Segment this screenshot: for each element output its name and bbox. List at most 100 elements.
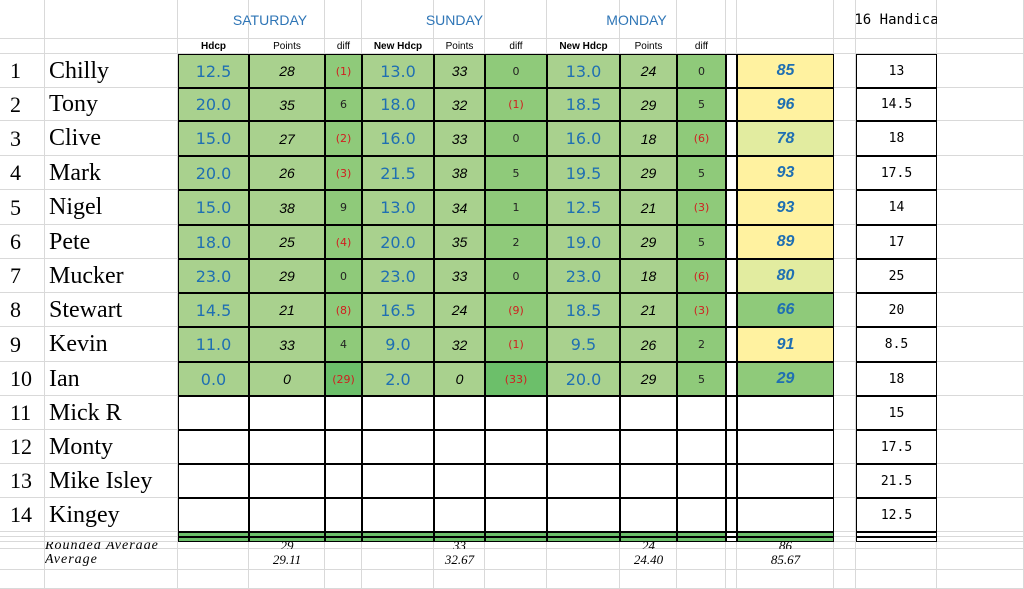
empty-cell[interactable] (620, 498, 677, 532)
grid-cell[interactable] (249, 549, 325, 570)
handicap-cell[interactable]: 11.0 (178, 327, 249, 362)
grid-cell[interactable] (45, 532, 178, 537)
grid-cell[interactable] (834, 54, 856, 88)
points-cell[interactable]: 29 (620, 156, 677, 190)
handicap-2016-cell[interactable]: 21.5 (856, 464, 937, 498)
column-header[interactable]: Hdcp (201, 41, 226, 52)
column-header[interactable]: Points (634, 41, 663, 52)
grid-cell[interactable] (856, 570, 937, 589)
points-cell[interactable]: 32 (434, 327, 485, 362)
grid-cell[interactable] (937, 259, 1024, 293)
diff-cell[interactable]: 0 (677, 54, 726, 88)
points-cell[interactable]: 29 (620, 88, 677, 121)
empty-cell[interactable] (677, 464, 726, 498)
grid-cell[interactable] (45, 549, 178, 570)
player-name[interactable]: Tony (49, 91, 98, 117)
handicap-cell[interactable]: 16.5 (362, 293, 434, 327)
day-label[interactable]: SUNDAY (425, 11, 484, 28)
handicap-2016-cell[interactable]: 14 (856, 190, 937, 225)
empty-cell[interactable] (325, 464, 362, 498)
spacer-cell[interactable] (726, 396, 737, 430)
grid-cell[interactable] (677, 39, 726, 54)
separator-cell[interactable] (325, 537, 362, 542)
handicap-cell[interactable]: 19.5 (547, 156, 620, 190)
grid-cell[interactable] (325, 542, 362, 549)
grid-cell[interactable] (45, 396, 178, 430)
average-label[interactable]: Average (45, 551, 98, 567)
average-value[interactable]: 24.40 (633, 551, 664, 567)
diff-cell[interactable]: 4 (325, 327, 362, 362)
handicap-cell[interactable]: 18.5 (547, 293, 620, 327)
grid-cell[interactable] (937, 225, 1024, 259)
grid-cell[interactable] (45, 498, 178, 532)
empty-cell[interactable] (325, 396, 362, 430)
grid-cell[interactable] (937, 396, 1024, 430)
grid-cell[interactable] (834, 156, 856, 190)
handicap-cell[interactable]: 16.0 (362, 121, 434, 156)
grid-cell[interactable] (434, 570, 485, 589)
grid-cell[interactable] (937, 542, 1024, 549)
points-cell[interactable]: 33 (249, 327, 325, 362)
player-rank[interactable]: 9 (10, 331, 21, 357)
points-cell[interactable]: 35 (434, 225, 485, 259)
grid-cell[interactable] (834, 430, 856, 464)
diff-cell[interactable]: (4) (325, 225, 362, 259)
total-cell[interactable]: 89 (737, 225, 834, 259)
player-rank[interactable]: 14 (10, 502, 32, 527)
player-name[interactable]: Monty (49, 433, 114, 460)
player-name[interactable]: Kingey (49, 501, 120, 528)
points-cell[interactable]: 0 (249, 362, 325, 396)
player-rank[interactable]: 10 (10, 366, 32, 391)
grid-cell[interactable] (726, 542, 737, 549)
handicap-cell[interactable]: 20.0 (362, 225, 434, 259)
diff-cell[interactable]: (3) (677, 190, 726, 225)
points-cell[interactable]: 21 (249, 293, 325, 327)
handicap-2016-cell[interactable]: 12.5 (856, 498, 937, 532)
separator-cell[interactable] (249, 537, 325, 542)
player-name[interactable]: Mike Isley (49, 467, 153, 494)
grid-cell[interactable] (0, 464, 45, 498)
spacer-cell[interactable] (726, 259, 737, 293)
grid-cell[interactable] (856, 0, 937, 39)
player-rank[interactable]: 1 (10, 58, 21, 83)
grid-cell[interactable] (937, 293, 1024, 327)
diff-cell[interactable]: (8) (325, 293, 362, 327)
separator-cell[interactable] (737, 537, 834, 542)
total-cell[interactable]: 66 (737, 293, 834, 327)
separator-cell[interactable] (620, 537, 677, 542)
handicap-cell[interactable]: 19.0 (547, 225, 620, 259)
column-header[interactable]: New Hdcp (373, 41, 423, 52)
grid-cell[interactable] (45, 0, 178, 39)
grid-cell[interactable] (0, 259, 45, 293)
grid-cell[interactable] (0, 532, 45, 537)
spacer-cell[interactable] (726, 430, 737, 464)
handicap-2016-cell[interactable]: 17 (856, 225, 937, 259)
empty-total-cell[interactable] (737, 464, 834, 498)
separator-cell[interactable] (249, 532, 325, 537)
handicap-2016-cell[interactable]: 17.5 (856, 156, 937, 190)
total-cell[interactable]: 93 (737, 156, 834, 190)
handicap-2016-cell[interactable]: 20 (856, 293, 937, 327)
separator-cell[interactable] (485, 537, 547, 542)
grid-cell[interactable] (485, 549, 547, 570)
empty-cell[interactable] (677, 498, 726, 532)
empty-cell[interactable] (178, 430, 249, 464)
spacer-cell[interactable] (726, 362, 737, 396)
grid-cell[interactable] (434, 542, 485, 549)
grid-cell[interactable] (620, 0, 677, 39)
grid-cell[interactable] (937, 88, 1024, 121)
handicap-2016-cell[interactable]: 13 (856, 54, 937, 88)
grid-cell[interactable] (834, 570, 856, 589)
grid-cell[interactable] (0, 570, 45, 589)
points-cell[interactable]: 29 (249, 259, 325, 293)
grid-cell[interactable] (834, 88, 856, 121)
grid-cell[interactable] (834, 259, 856, 293)
grid-cell[interactable] (249, 570, 325, 589)
empty-cell[interactable] (249, 498, 325, 532)
handicap-cell[interactable]: 13.0 (547, 54, 620, 88)
grid-cell[interactable] (547, 570, 620, 589)
empty-cell[interactable] (434, 464, 485, 498)
diff-cell[interactable]: (6) (677, 121, 726, 156)
diff-cell[interactable]: 5 (677, 362, 726, 396)
